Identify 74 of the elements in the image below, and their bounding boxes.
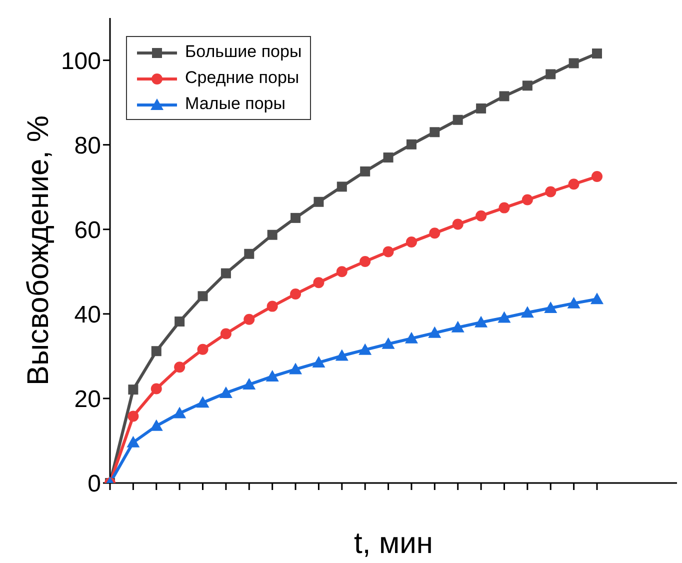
y-tick-label: 60 (74, 216, 101, 244)
point (173, 406, 186, 418)
point (522, 194, 533, 206)
y-tick-label: 40 (74, 301, 101, 328)
legend-label: Большие поры (185, 42, 302, 61)
point (290, 288, 302, 300)
point (242, 378, 256, 390)
point (451, 320, 464, 332)
point (406, 236, 417, 248)
point (313, 277, 324, 288)
y-tick-label: 100 (60, 48, 101, 75)
point (220, 328, 232, 340)
point (429, 228, 440, 239)
legend-label: Средние поры (185, 68, 300, 87)
point (590, 292, 604, 304)
point (498, 202, 510, 214)
point (358, 343, 372, 355)
point (382, 246, 394, 258)
point (404, 332, 418, 344)
point (289, 362, 302, 374)
point (244, 314, 255, 325)
point (336, 266, 348, 278)
point (452, 218, 464, 230)
point (474, 316, 488, 328)
y-axis-title: Высвобождение, % (22, 116, 55, 386)
point (428, 326, 442, 338)
point (592, 171, 602, 182)
point (430, 127, 440, 138)
point (198, 291, 208, 302)
point (522, 80, 532, 91)
point (452, 114, 463, 125)
point (312, 356, 326, 368)
point (335, 349, 348, 361)
point (219, 386, 232, 398)
point (266, 300, 278, 312)
point (128, 410, 139, 422)
y-tick-label: 80 (74, 132, 101, 160)
point (197, 344, 208, 355)
legend-label: Малые поры (185, 94, 286, 113)
point (290, 212, 301, 223)
point (220, 268, 231, 278)
point (567, 296, 580, 308)
point (360, 256, 371, 267)
point (406, 139, 416, 150)
point (336, 182, 347, 192)
point (383, 152, 394, 162)
point (151, 346, 162, 356)
point (266, 370, 279, 382)
point (545, 186, 556, 198)
point (476, 103, 486, 114)
point (544, 301, 558, 313)
y-tick-label: 20 (74, 386, 101, 413)
point (546, 69, 556, 80)
point (360, 166, 370, 176)
point (126, 436, 140, 448)
point (150, 383, 162, 394)
point (174, 362, 186, 373)
point (568, 58, 579, 68)
point (150, 419, 163, 431)
point (476, 210, 487, 222)
y-tick-label: 0 (88, 470, 101, 498)
point (498, 311, 511, 323)
x-axis-title: t, мин (354, 527, 433, 560)
point (520, 306, 534, 318)
point (244, 248, 254, 259)
point (267, 230, 278, 240)
point (196, 396, 210, 408)
point (568, 178, 580, 190)
point (128, 384, 138, 395)
point (382, 337, 395, 349)
point (499, 91, 510, 102)
point (174, 316, 185, 327)
point (592, 48, 602, 59)
point (314, 196, 324, 207)
